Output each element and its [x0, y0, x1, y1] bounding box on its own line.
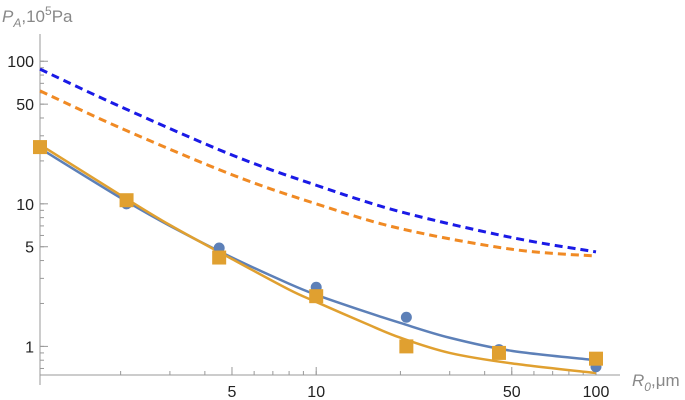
label-symbol: R [632, 371, 644, 390]
x-tick-label: 50 [503, 384, 521, 400]
label-subscript: A [12, 16, 21, 30]
series-line-1 [39, 89, 597, 258]
y-tick-label: 10 [16, 197, 34, 214]
y-tick-label: 1 [25, 339, 34, 356]
x-tick-label: 100 [583, 384, 610, 400]
y-tick-label: 100 [7, 54, 34, 71]
x-tick-label: 10 [307, 384, 325, 400]
label-symbol: P [2, 7, 14, 26]
markers [33, 140, 603, 373]
series-line-3 [39, 143, 597, 375]
series-line-2 [39, 147, 597, 362]
label-unit-2: Pa [52, 7, 73, 26]
axes: 5 10 50 100 1 5 10 50 100 [7, 34, 620, 400]
y-tick-label: 50 [16, 97, 34, 114]
data-point-square [491, 345, 506, 360]
curves [39, 67, 597, 375]
data-point-square [589, 351, 603, 366]
data-point-square [33, 140, 47, 155]
data-point-square [309, 289, 324, 304]
x-tick-label: 5 [228, 384, 237, 400]
data-point-circle [400, 311, 412, 323]
data-point-square [119, 193, 134, 208]
data-point-square [212, 250, 227, 265]
series-line-0 [39, 67, 597, 254]
x-axis-label: R0,μm [632, 371, 680, 394]
label-subscript: 0 [644, 380, 651, 394]
data-point-square [399, 339, 414, 354]
y-axis-label: PA,105Pa [2, 4, 73, 30]
label-unit: ,μm [651, 371, 680, 390]
label-superscript: 5 [45, 4, 52, 18]
label-unit: ,10 [21, 7, 45, 26]
y-tick-label: 5 [25, 240, 34, 257]
